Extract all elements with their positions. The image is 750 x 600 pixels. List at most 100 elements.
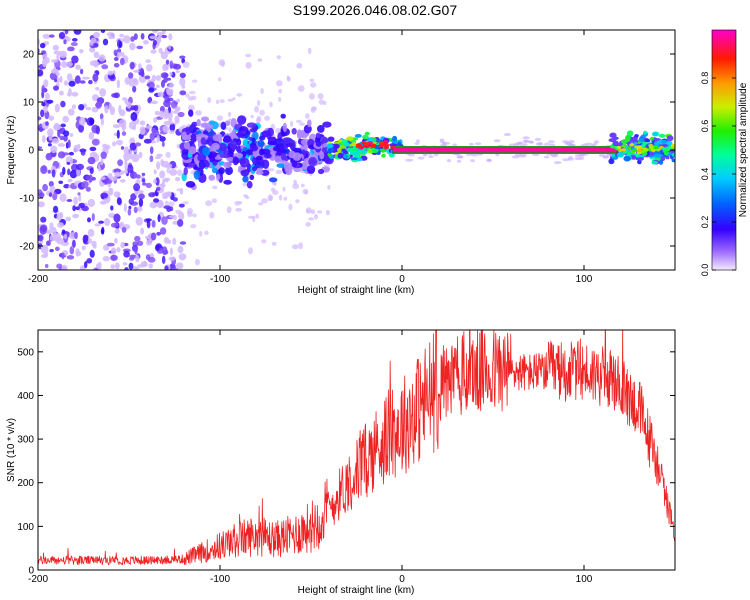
- spectrogram-blob: [381, 153, 386, 158]
- spectrogram-blob: [537, 141, 543, 145]
- spectrogram-blob: [280, 152, 287, 161]
- spectrogram-blob: [122, 126, 126, 132]
- spectrogram-blob: [258, 202, 264, 206]
- spectrogram-blob: [150, 100, 158, 105]
- spectrogram-blob: [135, 254, 140, 263]
- spectrogram-blob: [114, 229, 120, 234]
- spectrogram-blob: [81, 181, 89, 189]
- x-tick-label: -200: [28, 274, 48, 285]
- spectrogram-blob: [97, 261, 102, 270]
- spectrogram-blob: [308, 156, 318, 167]
- spectrogram-blob: [148, 192, 156, 198]
- spectrogram-blob: [124, 162, 128, 171]
- spectrogram-blob: [242, 175, 249, 183]
- spectrogram-blob: [67, 139, 71, 148]
- spectrogram-blob: [127, 164, 134, 173]
- spectrogram-blob: [134, 235, 141, 242]
- spectrogram-blob: [626, 146, 632, 150]
- spectrogram-blob: [245, 61, 252, 69]
- spectrogram-blob: [53, 236, 62, 243]
- spectrogram-blob: [150, 232, 157, 241]
- spectrogram-blob: [240, 169, 250, 177]
- spectrogram-blob: [162, 125, 170, 133]
- spectrogram-blob: [129, 257, 135, 261]
- spectrogram-blob: [92, 73, 99, 82]
- spectrogram-blob: [56, 263, 63, 269]
- spectrogram-blob: [513, 142, 521, 146]
- spectrogram-blob: [165, 151, 171, 158]
- spectrogram-blob: [133, 183, 141, 192]
- spectrogram-blob: [85, 259, 92, 264]
- spectrogram-blob: [218, 77, 222, 82]
- spectrogram-blob: [74, 231, 78, 240]
- spectrogram-blob: [261, 239, 267, 244]
- spectrogram-blob: [178, 203, 185, 208]
- figure-title: S199.2026.046.08.02.G07: [292, 2, 458, 18]
- spectrogram-blob: [101, 64, 109, 70]
- spectrogram-blob: [307, 119, 312, 128]
- spectrogram-blob: [282, 186, 286, 192]
- spectrogram-blob: [134, 142, 142, 147]
- spectrogram-blob: [179, 241, 187, 245]
- spectrogram-blob: [95, 87, 100, 91]
- spectrogram-blob: [172, 197, 178, 202]
- spectrogram-blob: [159, 227, 167, 235]
- spectrogram-blob: [65, 216, 71, 222]
- spectrogram-blob: [317, 124, 325, 133]
- spectrogram-blob: [159, 110, 164, 119]
- spectrogram-blob: [114, 171, 121, 178]
- spectrogram-blob: [67, 88, 72, 97]
- spectrogram-blob: [128, 78, 135, 87]
- spectrogram-blob: [389, 143, 397, 147]
- spectrogram-blob: [343, 142, 350, 147]
- spectrogram-blob: [249, 174, 255, 181]
- spectrogram-blob: [315, 132, 321, 139]
- spectrogram-blob: [135, 216, 143, 226]
- spectrogram-blob: [145, 218, 152, 222]
- spectrogram-blob: [282, 122, 287, 133]
- spectrogram-blob: [289, 120, 294, 127]
- spectrogram-blob: [232, 156, 239, 166]
- tone-band: [392, 147, 617, 153]
- spectrogram-blob: [66, 199, 73, 202]
- spectrogram-blob: [66, 161, 71, 165]
- spectrogram-blob: [549, 143, 556, 147]
- spectrogram-blob: [152, 39, 157, 46]
- spectrogram-blob: [91, 213, 95, 222]
- spectrogram-blob: [211, 198, 217, 203]
- spectrogram-blob: [163, 99, 171, 108]
- spectrogram-blob: [159, 170, 166, 179]
- spectrogram-blob: [351, 142, 357, 147]
- spectrogram-blob: [161, 255, 166, 264]
- spectrogram-blob: [110, 222, 119, 228]
- spectrogram-blob: [145, 59, 151, 63]
- spectrogram-blob: [291, 244, 299, 250]
- spectrogram-blob: [457, 155, 464, 159]
- spectrogram-blob: [110, 254, 118, 261]
- spectrogram-blob: [156, 186, 161, 191]
- spectrogram-blob: [48, 115, 55, 121]
- spectrogram-blob: [89, 117, 95, 126]
- spectrogram-blob: [666, 140, 673, 146]
- spectrogram-blob: [350, 147, 358, 152]
- spectrogram-blob: [52, 44, 60, 51]
- spectrogram-blob: [149, 146, 154, 155]
- spectrogram-blob: [198, 159, 206, 170]
- spectrogram-blob: [165, 59, 170, 65]
- spectrogram-blob: [156, 84, 160, 89]
- spectrogram-blob: [285, 142, 294, 148]
- spectrogram-blob: [280, 113, 286, 119]
- spectrogram-blob: [623, 155, 631, 162]
- spectrogram-blob: [48, 132, 53, 141]
- spectrogram-blob: [468, 142, 474, 146]
- spectrogram-blob: [59, 135, 65, 141]
- spectrogram-blob: [278, 145, 285, 151]
- spectrogram-blob: [91, 106, 99, 113]
- spectrogram-blob: [76, 163, 84, 171]
- spectrogram-blob: [181, 131, 187, 141]
- spectrogram-blob: [48, 181, 54, 187]
- spectrogram-blob: [88, 79, 93, 85]
- spectrogram-blob: [152, 129, 160, 137]
- spectrogram-blob: [220, 121, 227, 130]
- spectrogram-blob: [629, 143, 635, 147]
